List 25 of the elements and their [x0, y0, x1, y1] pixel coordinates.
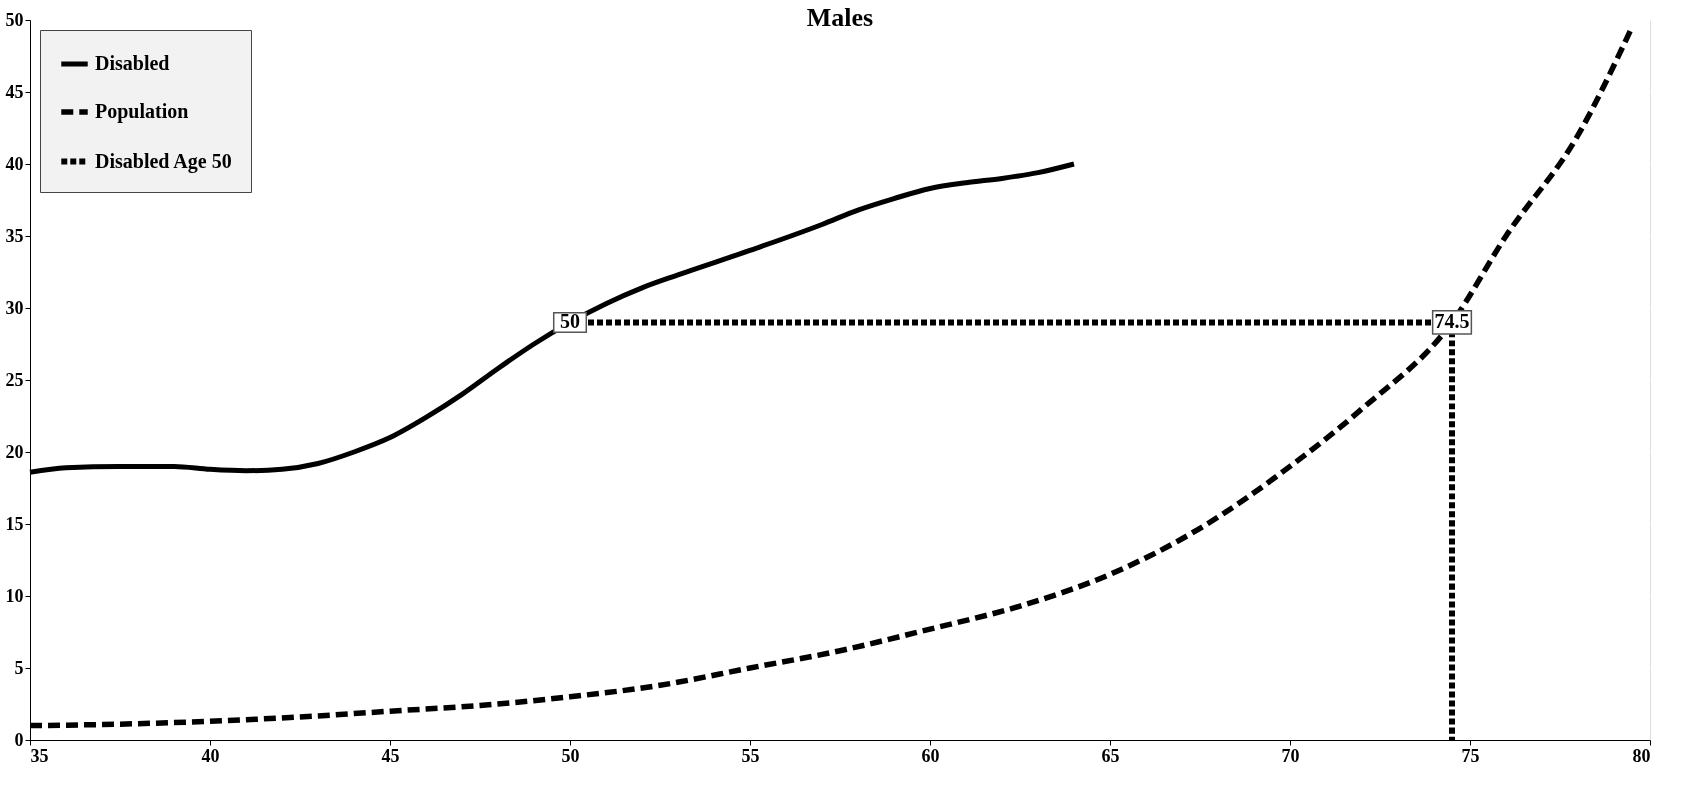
x-tick-label: 45	[381, 745, 400, 766]
y-tick-label: 25	[5, 369, 24, 390]
y-tick-label: 40	[5, 153, 24, 174]
y-tick-label: 5	[14, 657, 24, 678]
x-tick-label: 35	[30, 745, 49, 766]
x-tick-label: 70	[1281, 745, 1300, 766]
y-tick-label: 30	[5, 297, 24, 318]
legend-label: Population	[95, 100, 189, 123]
x-tick-label: 40	[201, 745, 220, 766]
y-tick-label: 20	[5, 441, 24, 462]
legend-label: Disabled	[95, 52, 170, 74]
x-tick-label: 75	[1461, 745, 1480, 766]
x-tick-label: 65	[1101, 745, 1120, 766]
x-tick-label: 55	[741, 745, 760, 766]
y-tick-label: 15	[5, 513, 24, 534]
chart-title: Males	[806, 3, 874, 32]
x-tick-label: 50	[561, 745, 580, 766]
y-tick-label: 35	[5, 225, 24, 246]
y-tick-label: 45	[5, 81, 24, 102]
legend-label: Disabled Age 50	[95, 149, 232, 173]
y-tick-label: 10	[5, 585, 24, 606]
x-tick-label: 80	[1632, 745, 1651, 766]
y-tick-label: 0	[14, 729, 24, 750]
y-tick-label: 50	[5, 9, 24, 30]
x-tick-label: 60	[921, 745, 940, 766]
